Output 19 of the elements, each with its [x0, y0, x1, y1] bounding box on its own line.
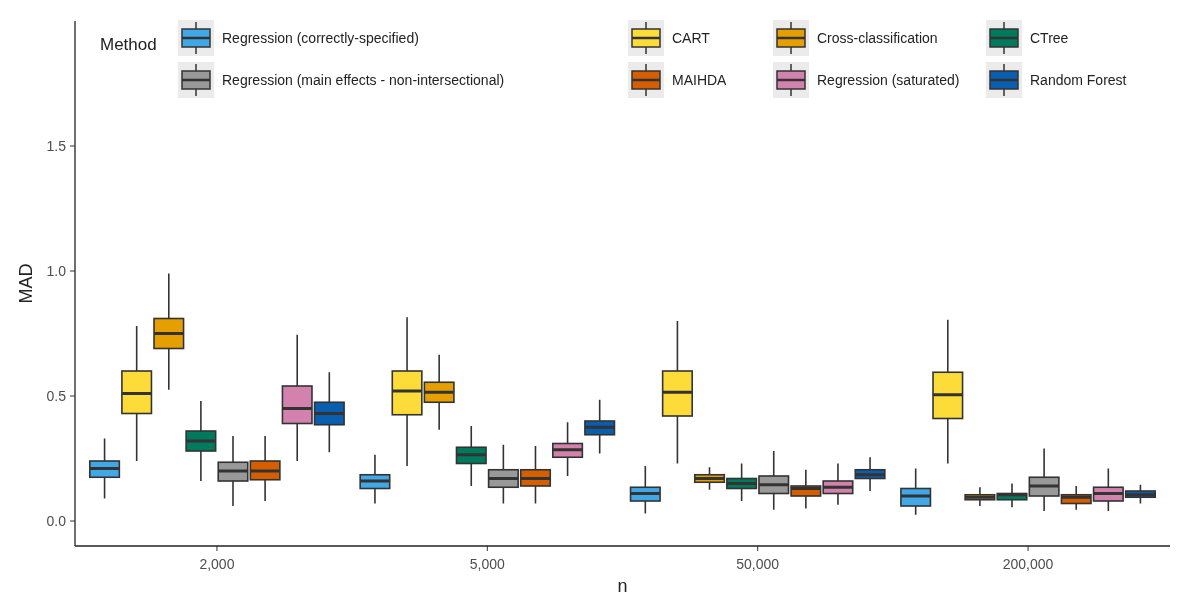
x-tick-label: 200,000 [1002, 556, 1054, 572]
legend-label: Regression (main effects - non-intersectional) [222, 72, 505, 88]
legend-label: Regression (correctly-specified) [222, 30, 419, 46]
y-tick-label: 1.5 [46, 138, 67, 154]
legend-label: CART [672, 30, 711, 46]
legend-title: Method [100, 35, 157, 54]
legend-label: CTree [1030, 30, 1069, 46]
x-tick-label: 2,000 [199, 556, 235, 572]
legend-label: Random Forest [1030, 72, 1127, 88]
legend-label: Cross-classification [817, 30, 938, 46]
x-tick-label: 5,000 [469, 556, 506, 572]
legend-label: Regression (saturated) [817, 72, 960, 88]
x-axis-title: n [617, 576, 628, 596]
y-tick-label: 0.0 [46, 513, 67, 529]
y-tick-label: 1.0 [46, 263, 67, 279]
y-tick-label: 0.5 [46, 388, 67, 404]
x-tick-label: 50,000 [736, 556, 780, 572]
legend-label: MAIHDA [672, 72, 728, 88]
y-axis-title: MAD [16, 263, 36, 304]
